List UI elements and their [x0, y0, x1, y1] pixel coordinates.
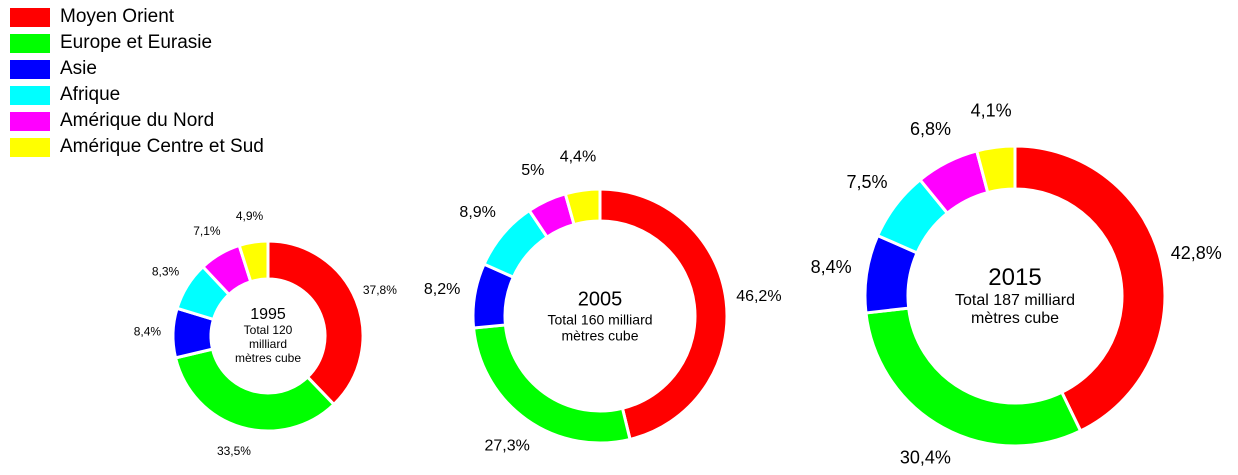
chart-subtitle: Total 120 milliard mètres cube: [234, 323, 302, 366]
chart-title: 1995: [250, 306, 286, 324]
chart-subtitle: Total 160 milliard mètres cube: [547, 311, 653, 344]
data-label: 6,8%: [910, 119, 951, 139]
data-label: 8,9%: [459, 204, 495, 221]
legend-label: Europe et Eurasie: [60, 32, 213, 53]
donut-slice: [173, 347, 337, 433]
data-label: 27,3%: [484, 438, 529, 455]
legend-label: Asie: [60, 58, 97, 79]
data-label: 8,2%: [424, 281, 460, 298]
data-label: 37,8%: [363, 283, 397, 297]
legend-swatch: [10, 59, 50, 79]
chart-title: 2005: [577, 288, 623, 311]
data-label: 5%: [521, 162, 544, 179]
legend: Moyen Orient Europe et Eurasie Asie Afrique…: [10, 4, 264, 160]
chart-subtitle: Total 187 milliard mètres cube: [954, 291, 1076, 327]
data-label: 33,5%: [217, 444, 251, 458]
data-label: 46,2%: [736, 288, 781, 305]
legend-swatch: [10, 33, 50, 53]
donut-slice: [974, 144, 1017, 195]
center-text: 1995 Total 120 milliard mètres cube: [233, 306, 303, 366]
legend-label: Amérique du Nord: [60, 110, 215, 131]
donut-slice: [598, 187, 729, 442]
legend-item: Asie: [10, 56, 264, 82]
data-label: 4,4%: [560, 149, 596, 166]
legend-item: Europe et Eurasie: [10, 30, 264, 56]
donut-slice: [266, 239, 365, 407]
center-text: 2015 Total 187 milliard mètres cube: [945, 264, 1085, 328]
legend-swatch: [10, 111, 50, 131]
chart-title: 2015: [988, 263, 1042, 291]
legend-label: Amérique Centre et Sud: [60, 136, 264, 157]
legend-item: Moyen Orient: [10, 4, 264, 30]
legend-item: Amérique du Nord: [10, 108, 264, 134]
data-label: 30,4%: [900, 448, 951, 468]
donut-slice: [1013, 144, 1167, 433]
legend-swatch: [10, 85, 50, 105]
data-label: 4,1%: [971, 100, 1012, 120]
legend-label: Moyen Orient: [60, 6, 175, 27]
data-label: 4,9%: [236, 209, 264, 223]
data-label: 7,1%: [193, 224, 221, 238]
legend-label: Afrique: [60, 84, 121, 105]
data-label: 8,4%: [134, 324, 162, 338]
data-label: 7,5%: [846, 172, 887, 192]
center-text: 2005 Total 160 milliard mètres cube: [545, 288, 655, 343]
legend-swatch: [10, 7, 50, 27]
donut-slice: [237, 239, 270, 284]
donut-slice: [864, 306, 1083, 448]
donut-slice: [563, 187, 602, 227]
data-label: 8,4%: [811, 257, 852, 277]
data-label: 42,8%: [1171, 243, 1222, 263]
legend-swatch: [10, 137, 50, 157]
data-label: 8,3%: [152, 264, 180, 278]
legend-item: Afrique: [10, 82, 264, 108]
legend-item: Amérique Centre et Sud: [10, 134, 264, 160]
